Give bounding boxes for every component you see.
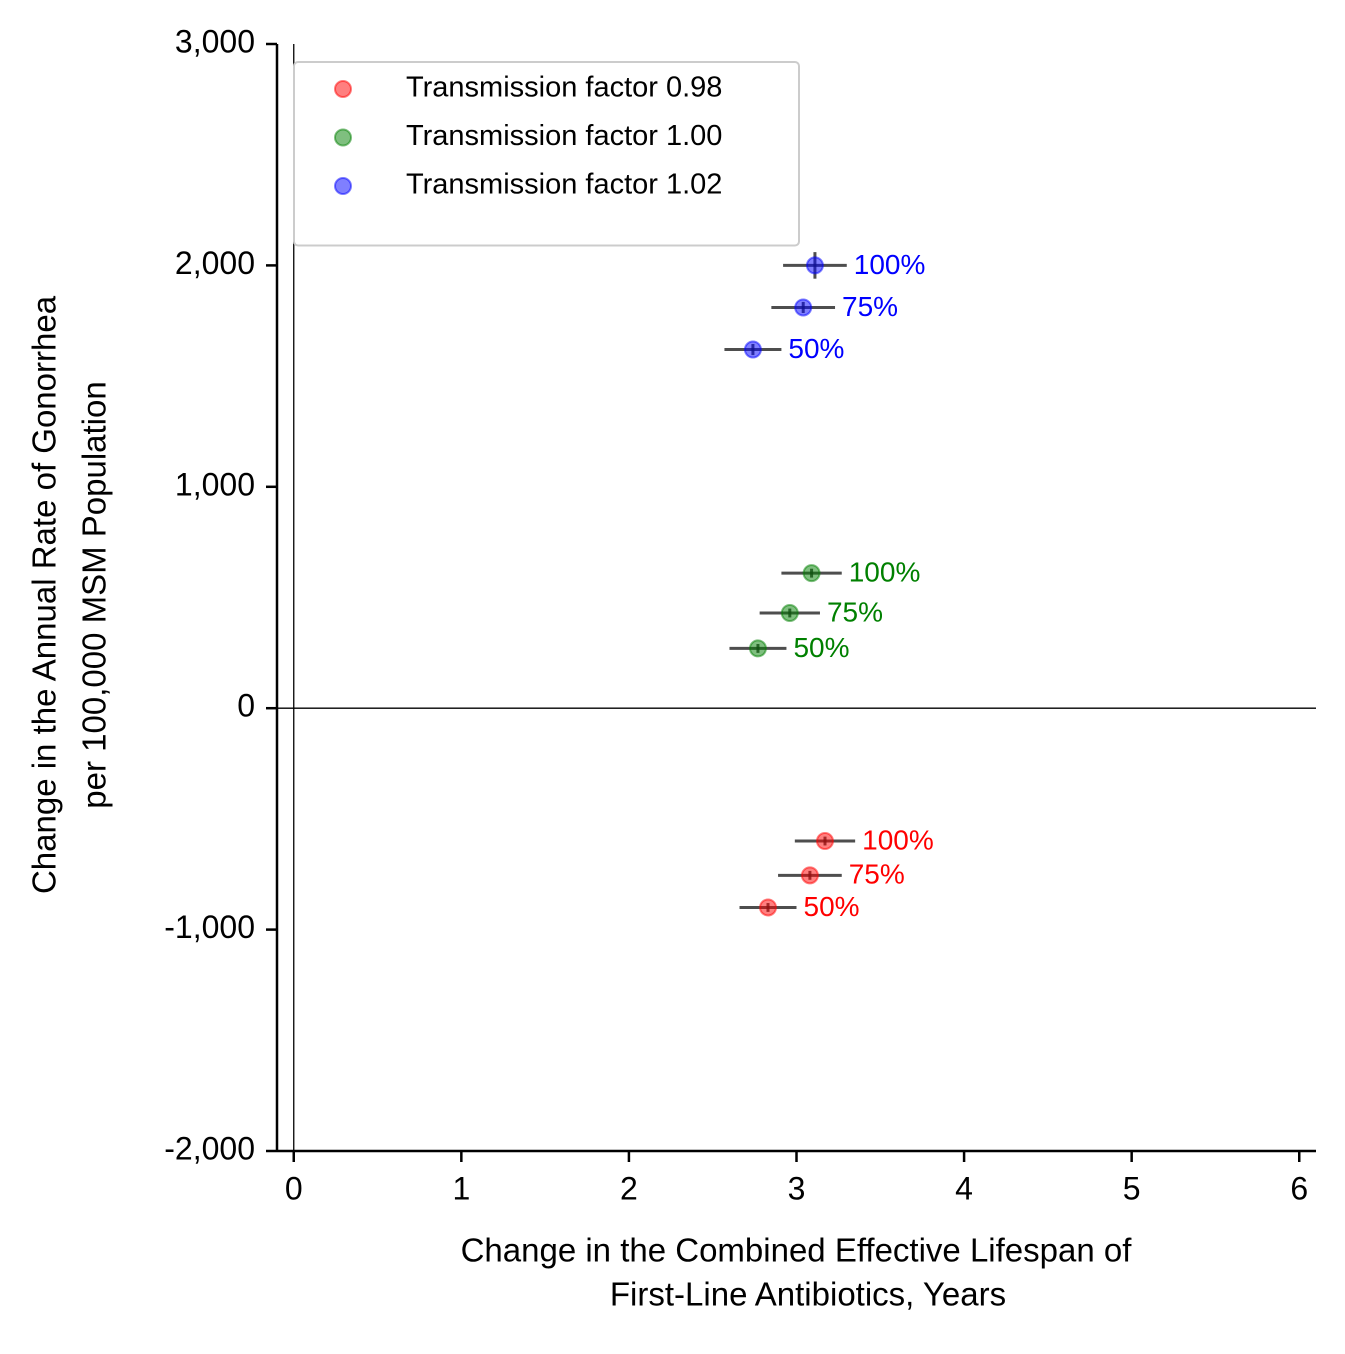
y-tick-label: 1,000 [175, 466, 255, 502]
x-tick-label: 0 [285, 1170, 303, 1206]
legend-label: Transmission factor 1.02 [406, 169, 722, 201]
point [780, 603, 799, 622]
x-tick-label: 4 [955, 1170, 973, 1206]
y-tick-label: 2,000 [175, 245, 255, 281]
point [800, 866, 819, 885]
x-tick-label: 6 [1290, 1170, 1308, 1206]
x-tick-label: 5 [1123, 1170, 1141, 1206]
point-label: 50% [793, 632, 849, 663]
x-tick-label: 1 [452, 1170, 470, 1206]
legend-frame [293, 61, 800, 247]
y-axis-label: Change in the Annual Rate of Gonorrhea p… [26, 295, 113, 894]
point-label: 50% [788, 333, 844, 364]
point [759, 898, 778, 917]
point-label: 50% [804, 891, 860, 922]
point-label: 75% [849, 859, 905, 890]
point-label: 75% [827, 596, 883, 627]
y-axis-label-line: Change in the Annual Rate of Gonorrhea [26, 295, 63, 894]
point [805, 256, 824, 275]
point [743, 340, 762, 359]
y-tick-label: -1,000 [164, 909, 255, 945]
legend-marker [334, 177, 352, 195]
legend-label: Transmission factor 0.98 [406, 72, 722, 104]
point-label: 100% [854, 249, 926, 280]
point-label: 100% [862, 824, 934, 855]
point-label: 100% [849, 557, 921, 588]
y-tick-label: 0 [237, 688, 255, 724]
legend: Transmission factor 0.98 Transmission fac… [293, 61, 800, 247]
legend-label: Transmission factor 1.00 [406, 120, 722, 152]
legend-marker [334, 128, 352, 147]
legend-marker [334, 80, 352, 98]
point-label: 75% [842, 291, 898, 322]
x-axis-label: Change in the Combined Effective Lifespa… [461, 1232, 1133, 1269]
x-axis-label: First-Line Antibiotics, Years [610, 1276, 1006, 1313]
x-tick-label: 2 [620, 1170, 638, 1206]
y-axis-label-line: per 100,000 MSM Population [76, 381, 113, 808]
point [802, 564, 821, 583]
point [815, 832, 834, 851]
y-tick-label: -2,000 [164, 1130, 255, 1166]
x-tick-label: 3 [788, 1170, 806, 1206]
point [794, 298, 813, 317]
point [748, 639, 767, 658]
y-tick-label: 3,000 [175, 23, 255, 59]
